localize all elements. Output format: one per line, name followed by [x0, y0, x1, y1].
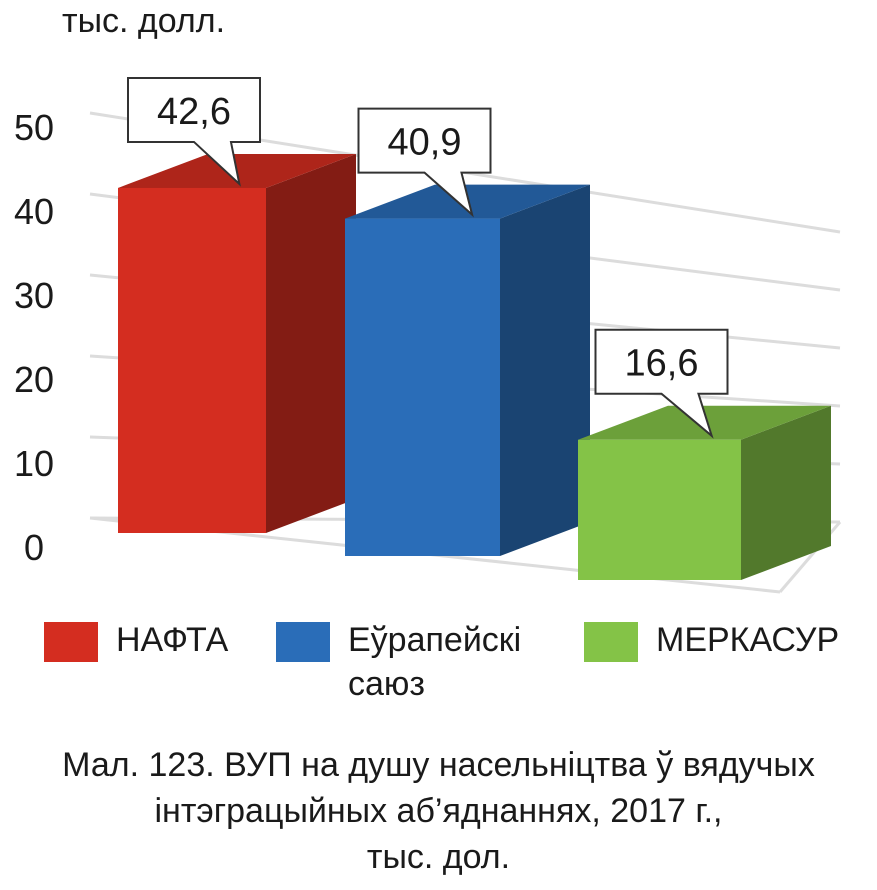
y-axis-label: тыс. долл.: [62, 2, 226, 40]
y-tick-label: 20: [14, 359, 54, 400]
caption-line-3: тыс. дол.: [366, 838, 511, 876]
y-tick-label: 40: [14, 191, 54, 232]
data-label: 16,6: [625, 343, 699, 385]
bar-1: [118, 153, 356, 533]
figure-caption: Мал. 123. ВУП на душу насельніцтва ў вяд…: [0, 742, 877, 880]
y-tick-label: 30: [14, 275, 54, 316]
callout-box: [357, 107, 492, 218]
value-callouts: 42,6 40,9 16,6: [127, 76, 729, 439]
caption-line-2: інтэграцыйных аб’яднаннях, 2017 г.,: [154, 792, 723, 830]
data-label: 40,9: [388, 122, 462, 164]
legend-label-nafta: НАФТА: [116, 621, 229, 659]
y-tick-label: 10: [14, 443, 54, 484]
legend-label-eu: Еўрапейскі саюз: [348, 621, 522, 703]
value-callout: 40,9: [357, 107, 492, 218]
y-tick-label: 0: [24, 527, 44, 568]
y-tick-label: 50: [14, 107, 54, 148]
bar-front: [578, 439, 741, 580]
y-tick-labels: 0 10 20 30 40 50: [14, 107, 54, 568]
bar-front: [345, 218, 500, 556]
bars: [118, 153, 831, 580]
value-callout: 42,6: [127, 76, 261, 187]
callout-box: [594, 328, 729, 439]
legend-label-mercosur: МЕРКАСУР: [656, 621, 840, 659]
value-callout: 16,6: [594, 328, 729, 439]
bar-side: [741, 405, 831, 580]
bar-3: [578, 405, 831, 580]
legend-swatch-mercosur: [584, 622, 638, 662]
legend-swatch-eu: [276, 622, 330, 662]
data-label: 42,6: [157, 91, 231, 133]
callout-box: [127, 76, 261, 187]
bar-front: [118, 187, 266, 533]
bar-chart: 0 10 20 30 40 50 42,6 40,9 16,6: [14, 76, 842, 594]
caption-line-1: Мал. 123. ВУП на душу насельніцтва ў вяд…: [62, 746, 815, 784]
bar-side: [500, 184, 590, 556]
bar-2: [345, 184, 590, 556]
legend-swatch-nafta: [44, 622, 98, 662]
bar-side: [266, 153, 356, 533]
